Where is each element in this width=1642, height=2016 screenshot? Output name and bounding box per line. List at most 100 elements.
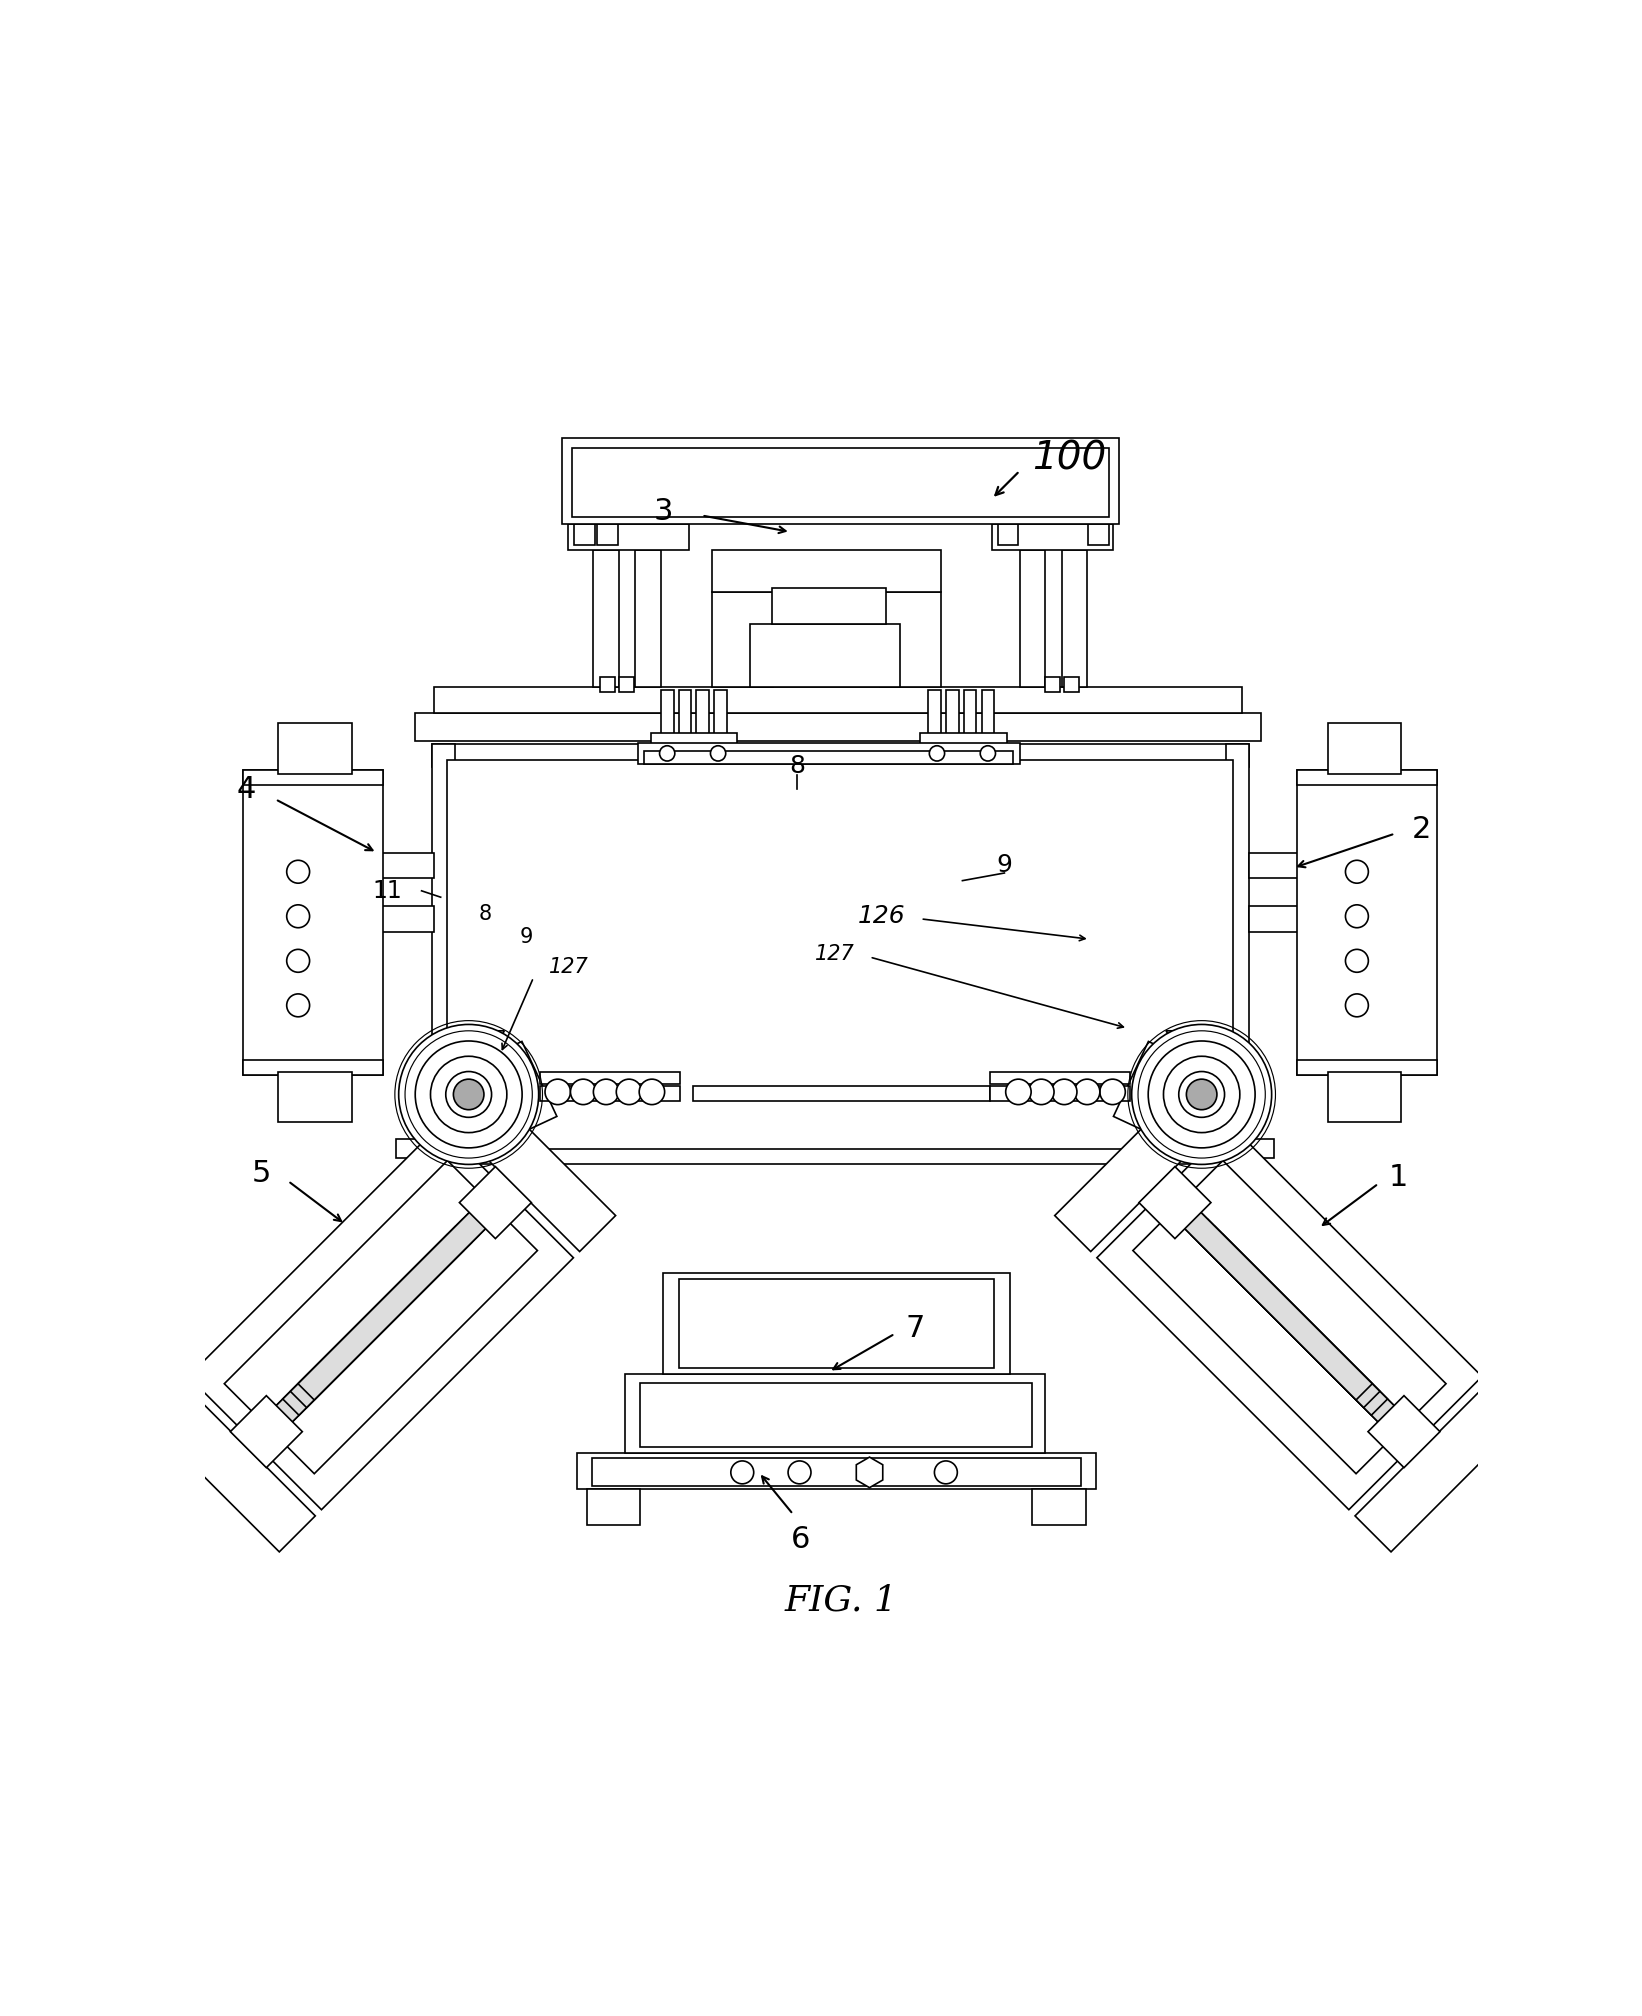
Bar bbox=[256, 1034, 365, 1056]
Polygon shape bbox=[1184, 1212, 1379, 1407]
Bar bbox=[447, 760, 1233, 1149]
Text: 127: 127 bbox=[548, 958, 588, 978]
Circle shape bbox=[1345, 905, 1368, 927]
Bar bbox=[660, 689, 673, 740]
Bar bbox=[568, 524, 690, 550]
Circle shape bbox=[399, 1024, 539, 1165]
Circle shape bbox=[1164, 1056, 1240, 1133]
Circle shape bbox=[1345, 950, 1368, 972]
Polygon shape bbox=[189, 1125, 573, 1510]
Bar bbox=[1020, 550, 1046, 687]
Text: 127: 127 bbox=[814, 943, 854, 964]
Bar bbox=[1312, 1034, 1420, 1056]
Bar bbox=[277, 1073, 351, 1123]
Circle shape bbox=[593, 1079, 619, 1105]
Bar bbox=[432, 744, 1248, 768]
Bar bbox=[992, 524, 1113, 550]
Circle shape bbox=[415, 1040, 522, 1147]
Bar bbox=[264, 806, 358, 1050]
Bar bbox=[599, 677, 616, 691]
Bar bbox=[1227, 744, 1248, 1165]
Bar bbox=[593, 1458, 1080, 1486]
Bar bbox=[1046, 677, 1061, 691]
Text: 100: 100 bbox=[1033, 439, 1107, 478]
Polygon shape bbox=[401, 1042, 557, 1173]
Text: 126: 126 bbox=[857, 905, 905, 927]
Circle shape bbox=[639, 1079, 665, 1105]
Bar bbox=[447, 1085, 470, 1101]
Circle shape bbox=[287, 950, 310, 972]
Bar bbox=[750, 623, 900, 687]
Bar bbox=[946, 689, 959, 740]
Bar bbox=[619, 677, 634, 691]
Polygon shape bbox=[225, 1161, 537, 1474]
Bar bbox=[880, 593, 941, 687]
Bar bbox=[639, 744, 1020, 764]
Bar bbox=[644, 750, 1013, 764]
Circle shape bbox=[1005, 1079, 1031, 1105]
Circle shape bbox=[1345, 861, 1368, 883]
Text: 11: 11 bbox=[373, 879, 402, 903]
Bar bbox=[433, 687, 1243, 714]
Bar bbox=[432, 1141, 1248, 1165]
Bar bbox=[1064, 677, 1079, 691]
Polygon shape bbox=[1153, 1139, 1274, 1157]
Bar bbox=[1062, 550, 1087, 687]
Text: 3: 3 bbox=[654, 498, 673, 526]
Text: 5: 5 bbox=[253, 1159, 271, 1187]
Circle shape bbox=[287, 994, 310, 1016]
Bar bbox=[1248, 905, 1319, 931]
Polygon shape bbox=[268, 1234, 463, 1431]
Bar bbox=[982, 689, 995, 740]
Polygon shape bbox=[1199, 1226, 1396, 1423]
Polygon shape bbox=[276, 1226, 471, 1423]
Circle shape bbox=[287, 861, 310, 883]
Bar bbox=[663, 1272, 1010, 1375]
Circle shape bbox=[1074, 1079, 1100, 1105]
Bar bbox=[1328, 724, 1402, 774]
Polygon shape bbox=[1368, 1395, 1440, 1468]
Circle shape bbox=[1051, 1079, 1077, 1105]
Bar bbox=[990, 1085, 1130, 1101]
Circle shape bbox=[934, 1462, 957, 1484]
Bar bbox=[650, 734, 737, 746]
Bar bbox=[432, 744, 455, 1165]
Text: 9: 9 bbox=[997, 853, 1013, 877]
Text: FIG. 1: FIG. 1 bbox=[785, 1585, 898, 1619]
Bar bbox=[711, 550, 941, 593]
Circle shape bbox=[453, 1079, 484, 1109]
Circle shape bbox=[287, 905, 310, 927]
Circle shape bbox=[1187, 1079, 1217, 1109]
Circle shape bbox=[1148, 1040, 1254, 1147]
Bar bbox=[964, 689, 977, 740]
Bar bbox=[998, 524, 1018, 544]
Text: 4: 4 bbox=[236, 774, 256, 804]
Circle shape bbox=[1028, 1079, 1054, 1105]
Bar bbox=[277, 724, 351, 774]
Circle shape bbox=[660, 746, 675, 760]
Bar bbox=[1248, 853, 1319, 879]
Polygon shape bbox=[440, 1030, 504, 1155]
Polygon shape bbox=[146, 1383, 315, 1552]
Bar bbox=[243, 770, 384, 1075]
Bar bbox=[678, 689, 691, 740]
Bar bbox=[540, 1073, 680, 1085]
Bar bbox=[1297, 770, 1437, 1075]
Bar bbox=[1033, 1490, 1085, 1524]
Circle shape bbox=[570, 1079, 596, 1105]
Polygon shape bbox=[230, 1395, 302, 1468]
Bar bbox=[626, 1375, 1044, 1454]
Bar bbox=[575, 524, 594, 544]
Circle shape bbox=[788, 1462, 811, 1484]
Polygon shape bbox=[1140, 1167, 1210, 1238]
Circle shape bbox=[545, 1079, 570, 1105]
Bar bbox=[1297, 1060, 1437, 1075]
Bar bbox=[921, 734, 1007, 746]
Circle shape bbox=[1100, 1079, 1125, 1105]
Polygon shape bbox=[396, 1139, 517, 1157]
Bar bbox=[1320, 806, 1414, 1050]
Bar bbox=[243, 1060, 384, 1075]
Bar bbox=[1204, 1111, 1227, 1127]
Bar bbox=[491, 1127, 514, 1143]
Polygon shape bbox=[1176, 1204, 1373, 1399]
